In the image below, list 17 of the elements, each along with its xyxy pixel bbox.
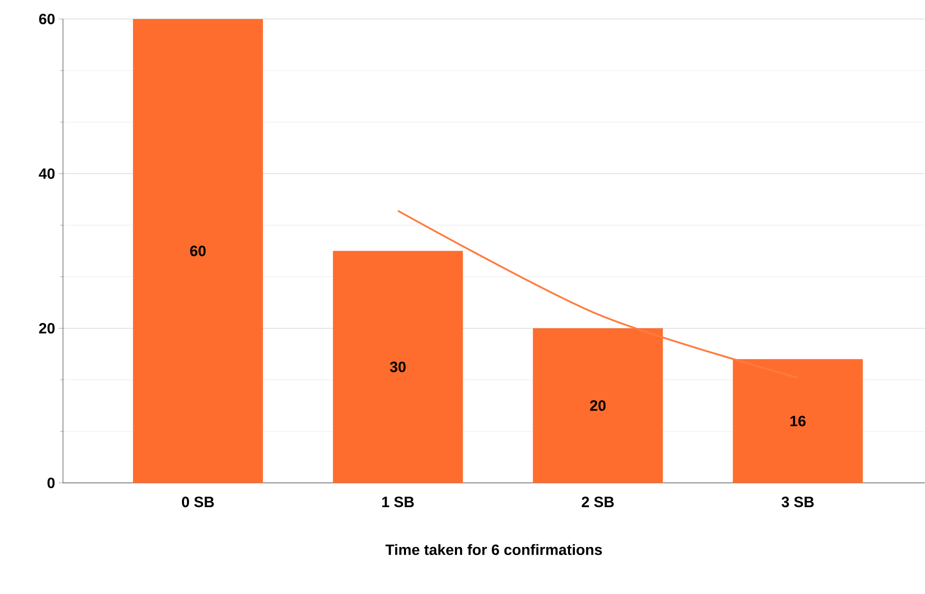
y-tick-label: 40	[38, 168, 55, 179]
data-label: 20	[590, 400, 606, 411]
data-label: 16	[790, 416, 806, 426]
x-tick-label: 3 SB	[782, 496, 814, 508]
bar	[532, 328, 663, 483]
bar	[332, 250, 463, 483]
x-tick-label: 1 SB	[382, 496, 414, 508]
x-axis-title: Time taken for 6 confirmations	[385, 544, 602, 556]
data-label: 30	[390, 362, 406, 372]
bar	[732, 359, 863, 483]
y-tick-label: 20	[39, 323, 55, 334]
x-tick-label: 2 SB	[582, 496, 614, 508]
y-tick-label: 60	[39, 14, 55, 24]
x-tick-label: 0 SB	[182, 496, 214, 508]
y-tick-label: 0	[48, 478, 55, 488]
bar	[132, 19, 263, 483]
data-label: 60	[190, 246, 206, 256]
